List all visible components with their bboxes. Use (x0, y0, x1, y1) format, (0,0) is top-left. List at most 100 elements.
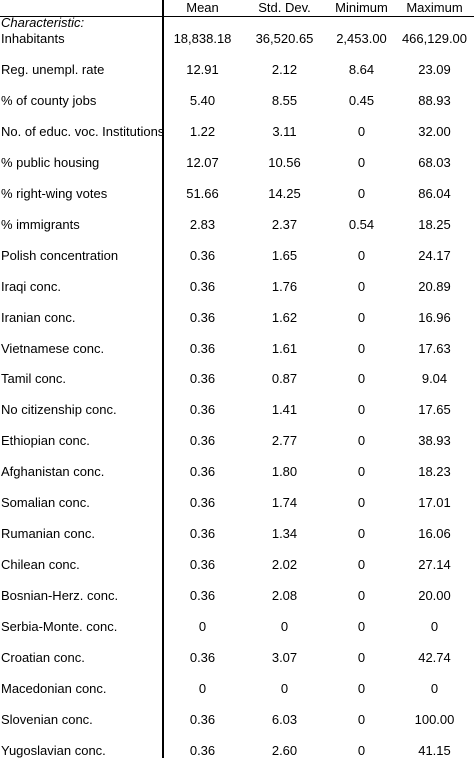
cell-maximum: 41.15 (418, 742, 451, 758)
cell-minimum: 0 (357, 309, 366, 325)
cell-mean: 0.36 (189, 464, 216, 480)
cell-minimum: 0 (357, 557, 366, 573)
cell-minimum: 0 (357, 464, 366, 480)
cell-minimum: 0 (357, 588, 366, 604)
table-row: Iraqi conc. 0.36 1.76 0 20.89 (0, 278, 474, 296)
cell-minimum: 0 (357, 742, 366, 758)
cell-mean: 0.36 (189, 309, 216, 325)
cell-std-dev: 8.55 (271, 92, 298, 108)
cell-std-dev: 2.60 (271, 742, 298, 758)
cell-maximum: 0 (430, 680, 439, 696)
cell-std-dev: 2.08 (271, 588, 298, 604)
cell-mean: 0.36 (189, 371, 216, 387)
cell-mean: 0.36 (189, 711, 216, 727)
cell-std-dev: 1.74 (271, 495, 298, 511)
row-label: Macedonian conc. (1, 680, 107, 696)
cell-std-dev: 2.77 (271, 433, 298, 449)
cell-mean: 12.91 (186, 62, 219, 77)
row-label: No. of educ. voc. Institutions (1, 123, 162, 139)
cell-maximum: 16.96 (418, 309, 451, 325)
cell-minimum: 0 (357, 340, 366, 356)
row-label: Iranian conc. (1, 309, 76, 325)
cell-std-dev: 1.34 (271, 526, 298, 542)
cell-minimum: 0 (357, 650, 366, 665)
cell-mean: 0 (198, 680, 207, 696)
cell-minimum: 0 (357, 680, 366, 696)
row-label: Serbia-Monte. conc. (1, 619, 118, 634)
cell-maximum: 18.25 (418, 216, 451, 232)
table-row: % right-wing votes 51.66 14.25 0 86.04 (0, 185, 474, 203)
cell-mean: 0.36 (189, 742, 216, 758)
cell-maximum: 466,129.00 (401, 31, 468, 46)
row-label: Ethiopian conc. (1, 433, 90, 449)
row-label: Vietnamese conc. (1, 340, 105, 356)
cell-mean: 51.66 (186, 185, 219, 201)
table-row: Afghanistan conc. 0.36 1.80 0 18.23 (0, 463, 474, 481)
row-label: % public housing (1, 154, 100, 170)
cell-mean: 12.07 (186, 154, 219, 170)
cell-std-dev: 2.12 (271, 62, 298, 77)
cell-std-dev: 3.07 (271, 650, 298, 665)
cell-mean: 0.36 (189, 588, 216, 604)
cell-std-dev: 3.11 (272, 123, 297, 139)
table-row: Polish concentration 0.36 1.65 0 24.17 (0, 247, 474, 265)
cell-maximum: 0 (430, 619, 439, 634)
cell-maximum: 68.03 (418, 154, 451, 170)
cell-std-dev: 6.03 (271, 711, 298, 727)
cell-minimum: 0 (357, 433, 366, 449)
table-row: % of county jobs 5.40 8.55 0.45 88.93 (0, 92, 474, 110)
cell-mean: 0.36 (189, 433, 216, 449)
header-maximum: Maximum (406, 0, 463, 15)
vertical-separator (162, 0, 164, 758)
header-std-dev: Std. Dev. (258, 0, 311, 15)
table-row: Bosnian-Herz. conc. 0.36 2.08 0 20.00 (0, 587, 474, 605)
row-label: Yugoslavian conc. (1, 742, 106, 758)
row-label: Bosnian-Herz. conc. (1, 588, 119, 604)
table-row: Ethiopian conc. 0.36 2.77 0 38.93 (0, 432, 474, 450)
table-row: Reg. unempl. rate 12.91 2.12 8.64 23.09 (0, 61, 474, 79)
cell-std-dev: 1.62 (271, 309, 298, 325)
cell-minimum: 0.54 (348, 216, 375, 232)
table-row: Croatian conc. 0.36 3.07 0 42.74 (0, 649, 474, 667)
cell-minimum: 0 (357, 185, 366, 201)
cell-mean: 0.36 (189, 402, 216, 418)
row-label: Somalian conc. (1, 495, 90, 511)
cell-mean: 0.36 (189, 340, 216, 356)
cell-maximum: 24.17 (418, 247, 451, 263)
row-label: Afghanistan conc. (1, 464, 105, 480)
row-label: Polish concentration (1, 247, 119, 263)
row-label: Chilean conc. (1, 557, 80, 573)
cell-minimum: 0 (357, 526, 366, 542)
cell-std-dev: 1.80 (271, 464, 298, 480)
cell-std-dev: 0.87 (271, 371, 298, 387)
cell-std-dev: 14.25 (268, 185, 301, 201)
row-label: Rumanian conc. (1, 526, 95, 542)
table-row: Iranian conc. 0.36 1.62 0 16.96 (0, 309, 474, 327)
table-row: Vietnamese conc. 0.36 1.61 0 17.63 (0, 340, 474, 358)
cell-maximum: 88.93 (418, 92, 451, 108)
table-row: Macedonian conc. 0 0 0 0 (0, 680, 474, 698)
cell-minimum: 0 (357, 495, 366, 511)
table-row: Chilean conc. 0.36 2.02 0 27.14 (0, 556, 474, 574)
cell-mean: 1.22 (189, 123, 216, 139)
cell-maximum: 17.63 (418, 340, 451, 356)
cell-maximum: 32.00 (418, 123, 451, 139)
cell-mean: 2.83 (189, 216, 216, 232)
section-label: Characteristic: (1, 15, 85, 30)
cell-maximum: 20.89 (418, 278, 451, 294)
cell-minimum: 2,453.00 (336, 31, 387, 46)
cell-minimum: 8.64 (348, 62, 375, 77)
cell-maximum: 86.04 (418, 185, 451, 201)
cell-minimum: 0 (357, 123, 366, 139)
cell-minimum: 0 (357, 154, 366, 170)
cell-mean: 0.36 (189, 557, 216, 573)
cell-std-dev: 0 (280, 680, 289, 696)
cell-maximum: 100.00 (414, 711, 455, 727)
cell-maximum: 38.93 (418, 433, 451, 449)
cell-std-dev: 10.56 (268, 154, 301, 170)
cell-mean: 0.36 (189, 247, 216, 263)
cell-std-dev: 1.76 (271, 278, 298, 294)
cell-mean: 0.36 (189, 526, 216, 542)
table-row: Tamil conc. 0.36 0.87 0 9.04 (0, 370, 474, 388)
cell-maximum: 20.00 (418, 588, 451, 604)
